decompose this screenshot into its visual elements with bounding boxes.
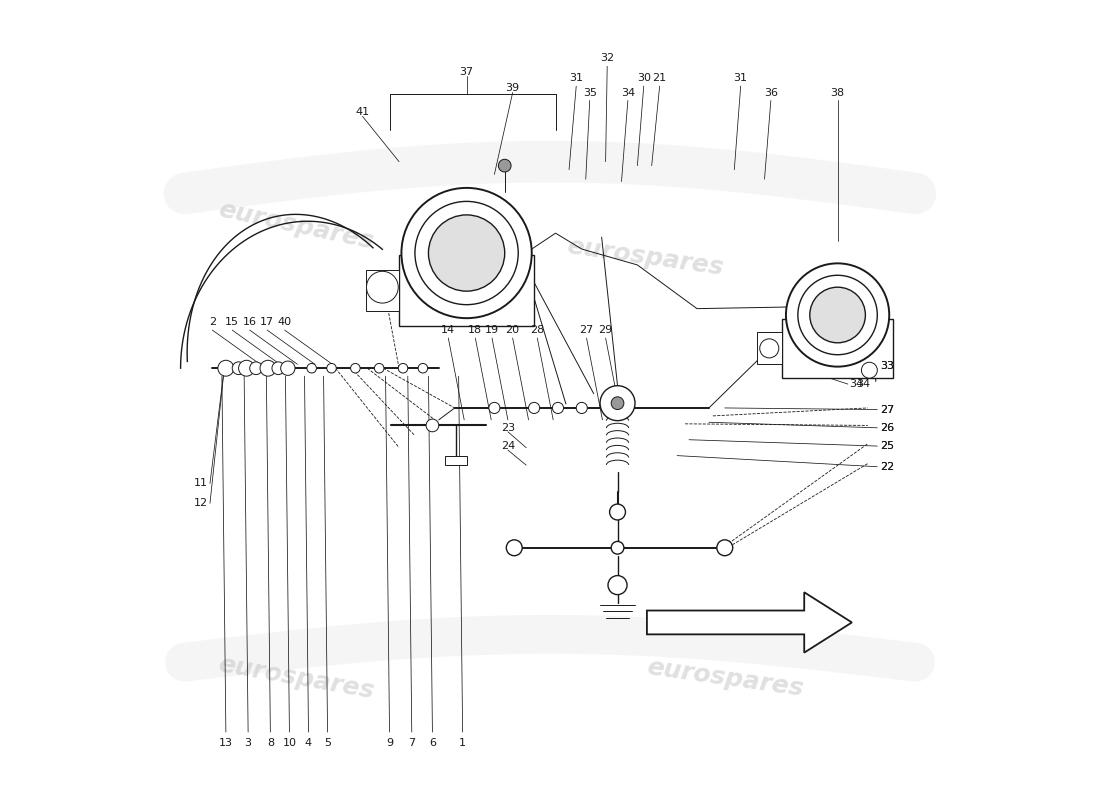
Text: 23: 23 — [500, 423, 515, 433]
Circle shape — [612, 397, 624, 410]
Circle shape — [429, 215, 505, 291]
Circle shape — [552, 402, 563, 414]
Text: 31: 31 — [569, 74, 583, 83]
Text: 17: 17 — [260, 317, 274, 327]
Text: 36: 36 — [763, 87, 778, 98]
Circle shape — [576, 402, 587, 414]
Circle shape — [218, 360, 234, 376]
Circle shape — [232, 362, 245, 374]
Circle shape — [601, 386, 635, 421]
Text: 21: 21 — [652, 74, 667, 83]
Text: 27: 27 — [580, 325, 594, 335]
Circle shape — [798, 275, 878, 354]
Text: 3: 3 — [244, 738, 252, 748]
Text: 38: 38 — [830, 87, 845, 98]
Circle shape — [260, 360, 276, 376]
Text: 25: 25 — [880, 441, 894, 451]
Text: 10: 10 — [283, 738, 296, 748]
Text: 2: 2 — [209, 317, 216, 327]
Text: 30: 30 — [637, 74, 651, 83]
Circle shape — [272, 362, 285, 374]
Circle shape — [612, 542, 624, 554]
Circle shape — [351, 363, 360, 373]
Bar — [446, 456, 468, 465]
Text: 27: 27 — [880, 405, 894, 414]
Text: 37: 37 — [460, 67, 474, 77]
Text: 41: 41 — [355, 107, 370, 118]
Text: 6: 6 — [429, 738, 436, 748]
Bar — [782, 318, 893, 378]
Circle shape — [506, 540, 522, 556]
Bar — [757, 333, 782, 364]
Text: 34: 34 — [849, 379, 862, 389]
Text: eurospares: eurospares — [216, 653, 376, 704]
Circle shape — [810, 287, 866, 342]
Text: 8: 8 — [267, 738, 274, 748]
Circle shape — [488, 402, 499, 414]
Text: 26: 26 — [880, 423, 894, 433]
Text: 25: 25 — [880, 441, 894, 451]
Circle shape — [760, 339, 779, 358]
Text: eurospares: eurospares — [645, 655, 805, 701]
Text: 19: 19 — [485, 325, 499, 335]
Text: 22: 22 — [880, 462, 894, 472]
Circle shape — [402, 188, 531, 318]
Circle shape — [717, 540, 733, 556]
Text: 1: 1 — [459, 738, 466, 748]
Text: 26: 26 — [880, 423, 894, 433]
Bar — [365, 270, 399, 311]
Circle shape — [528, 402, 540, 414]
Text: 12: 12 — [194, 498, 208, 508]
Text: 16: 16 — [243, 317, 256, 327]
Text: 39: 39 — [506, 82, 519, 93]
Text: 22: 22 — [880, 462, 894, 472]
Circle shape — [280, 361, 295, 375]
Text: 35: 35 — [583, 87, 596, 98]
Circle shape — [398, 363, 408, 373]
Text: 27: 27 — [880, 405, 894, 414]
Circle shape — [785, 263, 889, 366]
Text: eurospares: eurospares — [565, 234, 725, 280]
Text: 31: 31 — [734, 74, 748, 83]
Circle shape — [239, 360, 254, 376]
Circle shape — [415, 202, 518, 305]
Polygon shape — [647, 592, 851, 653]
Text: 40: 40 — [277, 317, 292, 327]
Text: 24: 24 — [500, 441, 515, 451]
Circle shape — [327, 363, 337, 373]
Circle shape — [418, 363, 428, 373]
Circle shape — [608, 575, 627, 594]
Text: 29: 29 — [598, 325, 613, 335]
Text: 7: 7 — [408, 738, 416, 748]
Text: 32: 32 — [601, 54, 614, 63]
Text: 9: 9 — [386, 738, 393, 748]
Circle shape — [307, 363, 317, 373]
Circle shape — [374, 363, 384, 373]
Text: 20: 20 — [506, 325, 519, 335]
Text: eurospares: eurospares — [216, 197, 375, 254]
Circle shape — [498, 159, 512, 172]
Text: 5: 5 — [324, 738, 331, 748]
Text: 4: 4 — [305, 738, 312, 748]
Text: 34: 34 — [620, 87, 635, 98]
Circle shape — [861, 362, 878, 378]
Circle shape — [609, 504, 626, 520]
Text: 33: 33 — [880, 361, 893, 371]
Circle shape — [250, 362, 263, 374]
Text: 33: 33 — [880, 361, 893, 371]
Text: 18: 18 — [469, 325, 483, 335]
Circle shape — [426, 419, 439, 432]
Text: 34: 34 — [856, 379, 870, 389]
Text: 11: 11 — [194, 478, 208, 489]
Text: 28: 28 — [530, 325, 544, 335]
Text: 13: 13 — [219, 738, 233, 748]
Bar — [399, 254, 535, 326]
Text: 15: 15 — [226, 317, 239, 327]
Circle shape — [366, 271, 398, 303]
Text: 14: 14 — [441, 325, 455, 335]
